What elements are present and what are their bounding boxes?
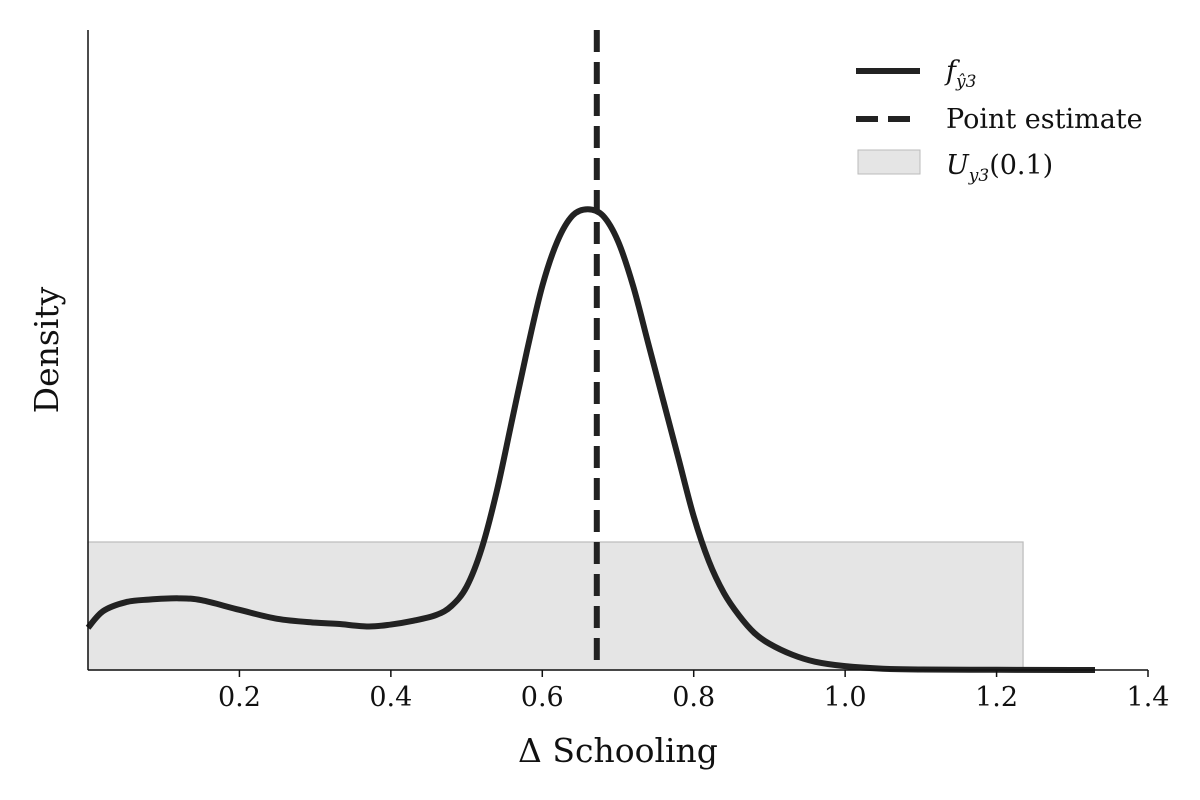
x-tick-label: 0.6 [521, 682, 564, 713]
legend-label-point-estimate: Point estimate [946, 104, 1143, 135]
legend: fŷ3 Point estimate Uy3(0.1) [856, 56, 1143, 186]
density-line [85, 206, 1096, 673]
x-axis-title: Δ Schooling [518, 731, 718, 770]
x-tick-label: 0.8 [672, 682, 715, 713]
x-tick-label: 1.0 [824, 682, 867, 713]
x-tick-label: 1.4 [1127, 682, 1170, 713]
x-tick-label: 0.4 [369, 682, 412, 713]
x-tick-label: 0.2 [218, 682, 261, 713]
legend-swatch-band [857, 149, 921, 175]
x-tick-label: 1.2 [975, 682, 1018, 713]
legend-label-density: fŷ3 [944, 56, 976, 92]
y-axis-title: Density [27, 286, 66, 413]
axes: 0.2 0.4 0.6 0.8 1.0 1.2 1.4 [87, 30, 1170, 713]
band-layer [87, 541, 1024, 671]
line-layer [85, 30, 1096, 673]
legend-label-band: Uy3(0.1) [946, 150, 1053, 186]
uncertainty-band [87, 541, 1024, 671]
tick-layer: 0.2 0.4 0.6 0.8 1.0 1.2 1.4 [218, 670, 1170, 713]
